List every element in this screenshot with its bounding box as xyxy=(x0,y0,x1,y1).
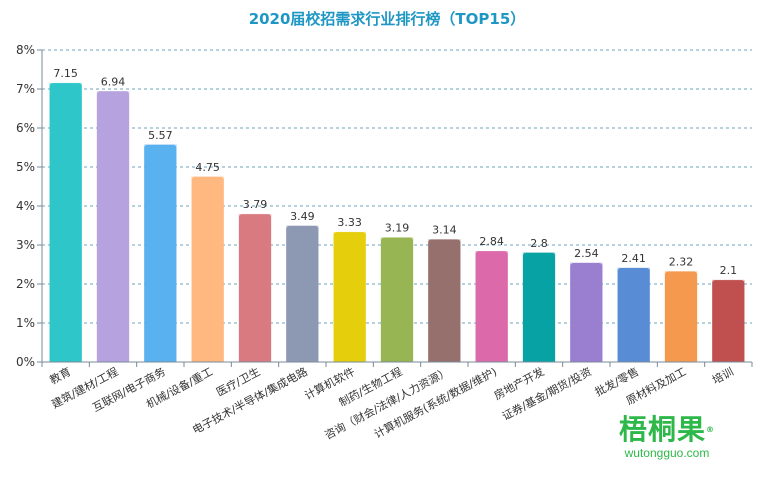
bar xyxy=(97,91,129,362)
bar xyxy=(712,280,745,362)
y-tick-label: 6% xyxy=(16,121,35,135)
y-tick-label: 5% xyxy=(16,160,35,174)
x-axis xyxy=(41,361,753,367)
value-label: 3.79 xyxy=(243,198,268,211)
value-label: 3.49 xyxy=(290,210,315,223)
bar xyxy=(665,271,697,362)
bar xyxy=(381,237,413,362)
value-label: 2.41 xyxy=(621,252,646,265)
bar xyxy=(191,176,224,362)
value-label: 3.19 xyxy=(385,222,410,235)
value-label: 4.75 xyxy=(195,161,220,174)
watermark-logo: 梧桐果® wutongguo.com xyxy=(612,414,722,461)
category-label: 培训 xyxy=(710,364,736,387)
value-label: 7.15 xyxy=(53,67,78,80)
bar xyxy=(570,262,603,362)
watermark-brand: 梧桐果® xyxy=(612,414,722,446)
chart-title: 2020届校招需求行业排行榜（TOP15） xyxy=(249,10,526,28)
registered-mark: ® xyxy=(706,425,715,434)
value-labels: 7.15 6.94 5.57 4.75 3.79 3.49 3.33 3.19 3.14 2.84… xyxy=(53,67,737,277)
y-tick-label: 0% xyxy=(16,355,35,369)
watermark-brand-text: 梧桐果 xyxy=(618,413,706,446)
y-tick-label: 1% xyxy=(16,316,35,330)
value-label: 2.84 xyxy=(479,235,504,248)
value-label: 2.8 xyxy=(530,237,548,250)
bar xyxy=(144,144,177,362)
y-tick-label: 7% xyxy=(16,82,35,96)
y-tick-label: 3% xyxy=(16,238,35,252)
value-label: 3.33 xyxy=(337,216,362,229)
bar xyxy=(617,268,650,362)
bar xyxy=(523,252,555,362)
bar xyxy=(239,214,271,362)
watermark-url: wutongguo.com xyxy=(624,446,710,460)
value-label: 2.1 xyxy=(720,264,738,277)
bar xyxy=(49,83,82,363)
bar xyxy=(333,232,366,362)
category-label: 教育 xyxy=(47,364,73,387)
bar xyxy=(428,239,461,362)
bar xyxy=(475,251,508,362)
y-tick-label: 2% xyxy=(16,277,35,291)
bar xyxy=(286,225,319,362)
value-label: 5.57 xyxy=(148,129,173,142)
y-tick-label: 4% xyxy=(16,199,35,213)
y-tick-label: 8% xyxy=(16,43,35,57)
value-label: 2.54 xyxy=(574,247,599,260)
bars xyxy=(49,82,745,363)
value-label: 2.32 xyxy=(669,256,694,269)
value-label: 3.14 xyxy=(432,224,457,237)
y-axis: 0% 1% 2% 3% 4% 5% 6% 7% 8% xyxy=(16,43,43,369)
value-label: 6.94 xyxy=(101,75,126,88)
